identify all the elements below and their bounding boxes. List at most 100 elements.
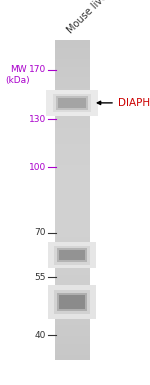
Bar — [55, 56, 90, 59]
Bar — [55, 90, 90, 93]
Bar — [55, 208, 90, 211]
Text: MW
(kDa): MW (kDa) — [6, 65, 30, 85]
Bar — [55, 64, 90, 67]
Bar — [55, 216, 90, 219]
Bar — [55, 123, 90, 126]
Bar — [55, 200, 90, 203]
Bar — [55, 288, 90, 291]
Bar — [55, 259, 90, 261]
Bar — [55, 112, 90, 115]
Bar — [55, 48, 90, 51]
Text: 130: 130 — [29, 115, 46, 124]
Bar — [55, 141, 90, 144]
Bar — [55, 160, 90, 163]
Bar — [55, 317, 90, 320]
Text: 55: 55 — [34, 273, 46, 281]
Bar — [55, 43, 90, 45]
Bar — [55, 147, 90, 149]
Bar — [55, 136, 90, 139]
Bar — [55, 301, 90, 304]
Bar — [55, 184, 90, 187]
Bar — [55, 187, 90, 189]
Bar — [55, 192, 90, 195]
Bar — [55, 173, 90, 176]
Bar — [55, 128, 90, 131]
Bar — [55, 59, 90, 61]
Bar — [55, 243, 90, 245]
Bar — [55, 211, 90, 213]
Bar — [55, 54, 90, 56]
Bar — [55, 315, 90, 317]
Bar — [54, 290, 90, 314]
Bar — [56, 96, 88, 110]
Bar — [55, 85, 90, 88]
Bar — [55, 346, 90, 349]
Bar — [55, 227, 90, 229]
Bar — [59, 295, 85, 309]
Bar — [55, 312, 90, 315]
Bar — [55, 224, 90, 227]
Text: 100: 100 — [29, 163, 46, 172]
Bar — [55, 325, 90, 328]
Bar — [55, 352, 90, 355]
Bar — [55, 77, 90, 80]
Bar — [46, 90, 98, 116]
Bar — [55, 235, 90, 237]
Bar — [55, 219, 90, 221]
Bar — [55, 163, 90, 165]
Bar — [55, 341, 90, 344]
Bar — [55, 72, 90, 75]
Bar — [55, 155, 90, 157]
Bar — [55, 131, 90, 133]
Bar — [55, 181, 90, 184]
Bar — [55, 67, 90, 69]
Bar — [55, 109, 90, 112]
Bar — [55, 61, 90, 64]
Bar — [55, 349, 90, 352]
Bar — [55, 213, 90, 216]
Bar — [55, 344, 90, 346]
Text: 40: 40 — [35, 331, 46, 340]
Bar — [55, 275, 90, 277]
Bar — [55, 221, 90, 224]
Bar — [55, 328, 90, 331]
Bar — [55, 355, 90, 357]
Bar — [55, 176, 90, 179]
Bar — [55, 283, 90, 285]
Bar — [55, 96, 90, 99]
Text: 170: 170 — [29, 65, 46, 74]
Bar — [58, 98, 86, 108]
Bar — [57, 293, 87, 311]
Bar — [55, 133, 90, 136]
Bar — [55, 256, 90, 259]
Bar — [55, 357, 90, 360]
Bar — [55, 293, 90, 296]
Bar — [48, 242, 96, 268]
Bar — [55, 195, 90, 198]
Bar — [55, 245, 90, 248]
Bar — [55, 120, 90, 123]
Bar — [55, 307, 90, 309]
Bar — [55, 285, 90, 288]
Bar — [55, 320, 90, 323]
Bar — [55, 152, 90, 155]
Bar — [55, 232, 90, 235]
Bar — [55, 165, 90, 168]
Bar — [55, 69, 90, 72]
Bar — [55, 75, 90, 77]
Bar — [55, 333, 90, 336]
Bar — [55, 248, 90, 251]
Bar — [55, 229, 90, 232]
Bar — [53, 94, 91, 112]
Bar — [55, 240, 90, 243]
Bar — [55, 339, 90, 341]
Bar — [59, 250, 85, 260]
Bar — [55, 253, 90, 256]
Bar — [55, 264, 90, 267]
Bar — [55, 270, 90, 272]
Bar — [55, 189, 90, 192]
Bar — [55, 304, 90, 307]
Bar — [55, 277, 90, 280]
Bar — [55, 157, 90, 160]
Bar — [55, 198, 90, 200]
